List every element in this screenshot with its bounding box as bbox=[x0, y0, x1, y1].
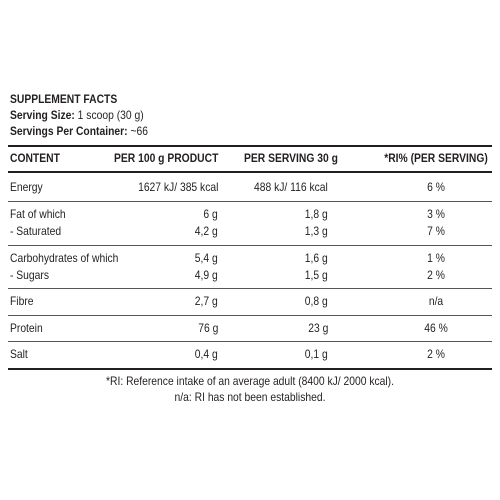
row-divider bbox=[8, 341, 492, 342]
row-energy-name: Energy bbox=[10, 180, 43, 194]
row-salt-name: Salt bbox=[10, 347, 28, 361]
row-fat-ri: 3 % bbox=[427, 207, 445, 221]
row-protein-per100: 76 g bbox=[197, 321, 218, 335]
row-divider bbox=[8, 288, 492, 289]
row-energy-per100: 1627 kJ/ 385 kcal bbox=[137, 180, 218, 194]
row-fibre-ri: n/a bbox=[428, 294, 444, 308]
servings-per-container: Servings Per Container: ~66 bbox=[10, 124, 148, 138]
row-divider bbox=[8, 315, 492, 316]
serving-size-value: 1 scoop (30 g) bbox=[77, 108, 144, 122]
col-header-per-serving: PER SERVING 30 g bbox=[244, 151, 338, 165]
row-salt-per100: 0,4 g bbox=[195, 347, 218, 361]
row-sugars-serving: 1,5 g bbox=[305, 268, 328, 282]
row-protein-ri: 46 % bbox=[424, 321, 448, 335]
row-saturated-serving: 1,3 g bbox=[305, 224, 328, 238]
serving-size-label: Serving Size: bbox=[10, 108, 75, 122]
servings-label: Servings Per Container: bbox=[10, 124, 128, 138]
row-divider bbox=[8, 245, 492, 246]
footnote-ri: *RI: Reference intake of an average adul… bbox=[106, 374, 394, 388]
row-fibre-per100: 2,7 g bbox=[195, 294, 218, 308]
row-saturated-name: - Saturated bbox=[10, 224, 62, 238]
row-fat-name: Fat of which bbox=[10, 207, 66, 221]
row-fat-per100: 6 g bbox=[203, 207, 218, 221]
row-fat-serving: 1,8 g bbox=[305, 207, 328, 221]
row-fibre-serving: 0,8 g bbox=[305, 294, 328, 308]
servings-value: ~66 bbox=[130, 124, 148, 138]
col-header-ri: *RI% (PER SERVING) bbox=[384, 151, 488, 165]
row-energy-ri: 6 % bbox=[427, 180, 445, 194]
row-salt-ri: 2 % bbox=[427, 347, 445, 361]
row-salt-serving: 0,1 g bbox=[305, 347, 328, 361]
row-sugars-ri: 2 % bbox=[427, 268, 445, 282]
top-rule bbox=[8, 145, 492, 147]
serving-size: Serving Size: 1 scoop (30 g) bbox=[10, 108, 144, 122]
facts-title: SUPPLEMENT FACTS bbox=[10, 92, 118, 106]
row-fibre-name: Fibre bbox=[10, 294, 34, 308]
supplement-facts-panel: SUPPLEMENT FACTS Serving Size: 1 scoop (… bbox=[8, 0, 492, 500]
footnote-na: n/a: RI has not been established. bbox=[174, 390, 326, 404]
row-protein-serving: 23 g bbox=[307, 321, 328, 335]
col-header-per-100g: PER 100 g PRODUCT bbox=[114, 151, 219, 165]
row-divider bbox=[8, 201, 492, 202]
row-carbs-per100: 5,4 g bbox=[195, 251, 218, 265]
row-carbs-name: Carbohydrates of which bbox=[10, 251, 119, 265]
row-carbs-ri: 1 % bbox=[427, 251, 445, 265]
row-sugars-name: - Sugars bbox=[10, 268, 50, 282]
col-header-content: CONTENT bbox=[10, 151, 60, 165]
row-saturated-ri: 7 % bbox=[427, 224, 445, 238]
row-saturated-per100: 4,2 g bbox=[195, 224, 218, 238]
row-carbs-serving: 1,6 g bbox=[305, 251, 328, 265]
row-sugars-per100: 4,9 g bbox=[195, 268, 218, 282]
header-rule bbox=[8, 171, 492, 173]
row-protein-name: Protein bbox=[10, 321, 43, 335]
bottom-rule bbox=[8, 368, 492, 370]
row-energy-serving: 488 kJ/ 116 kcal bbox=[254, 180, 328, 194]
